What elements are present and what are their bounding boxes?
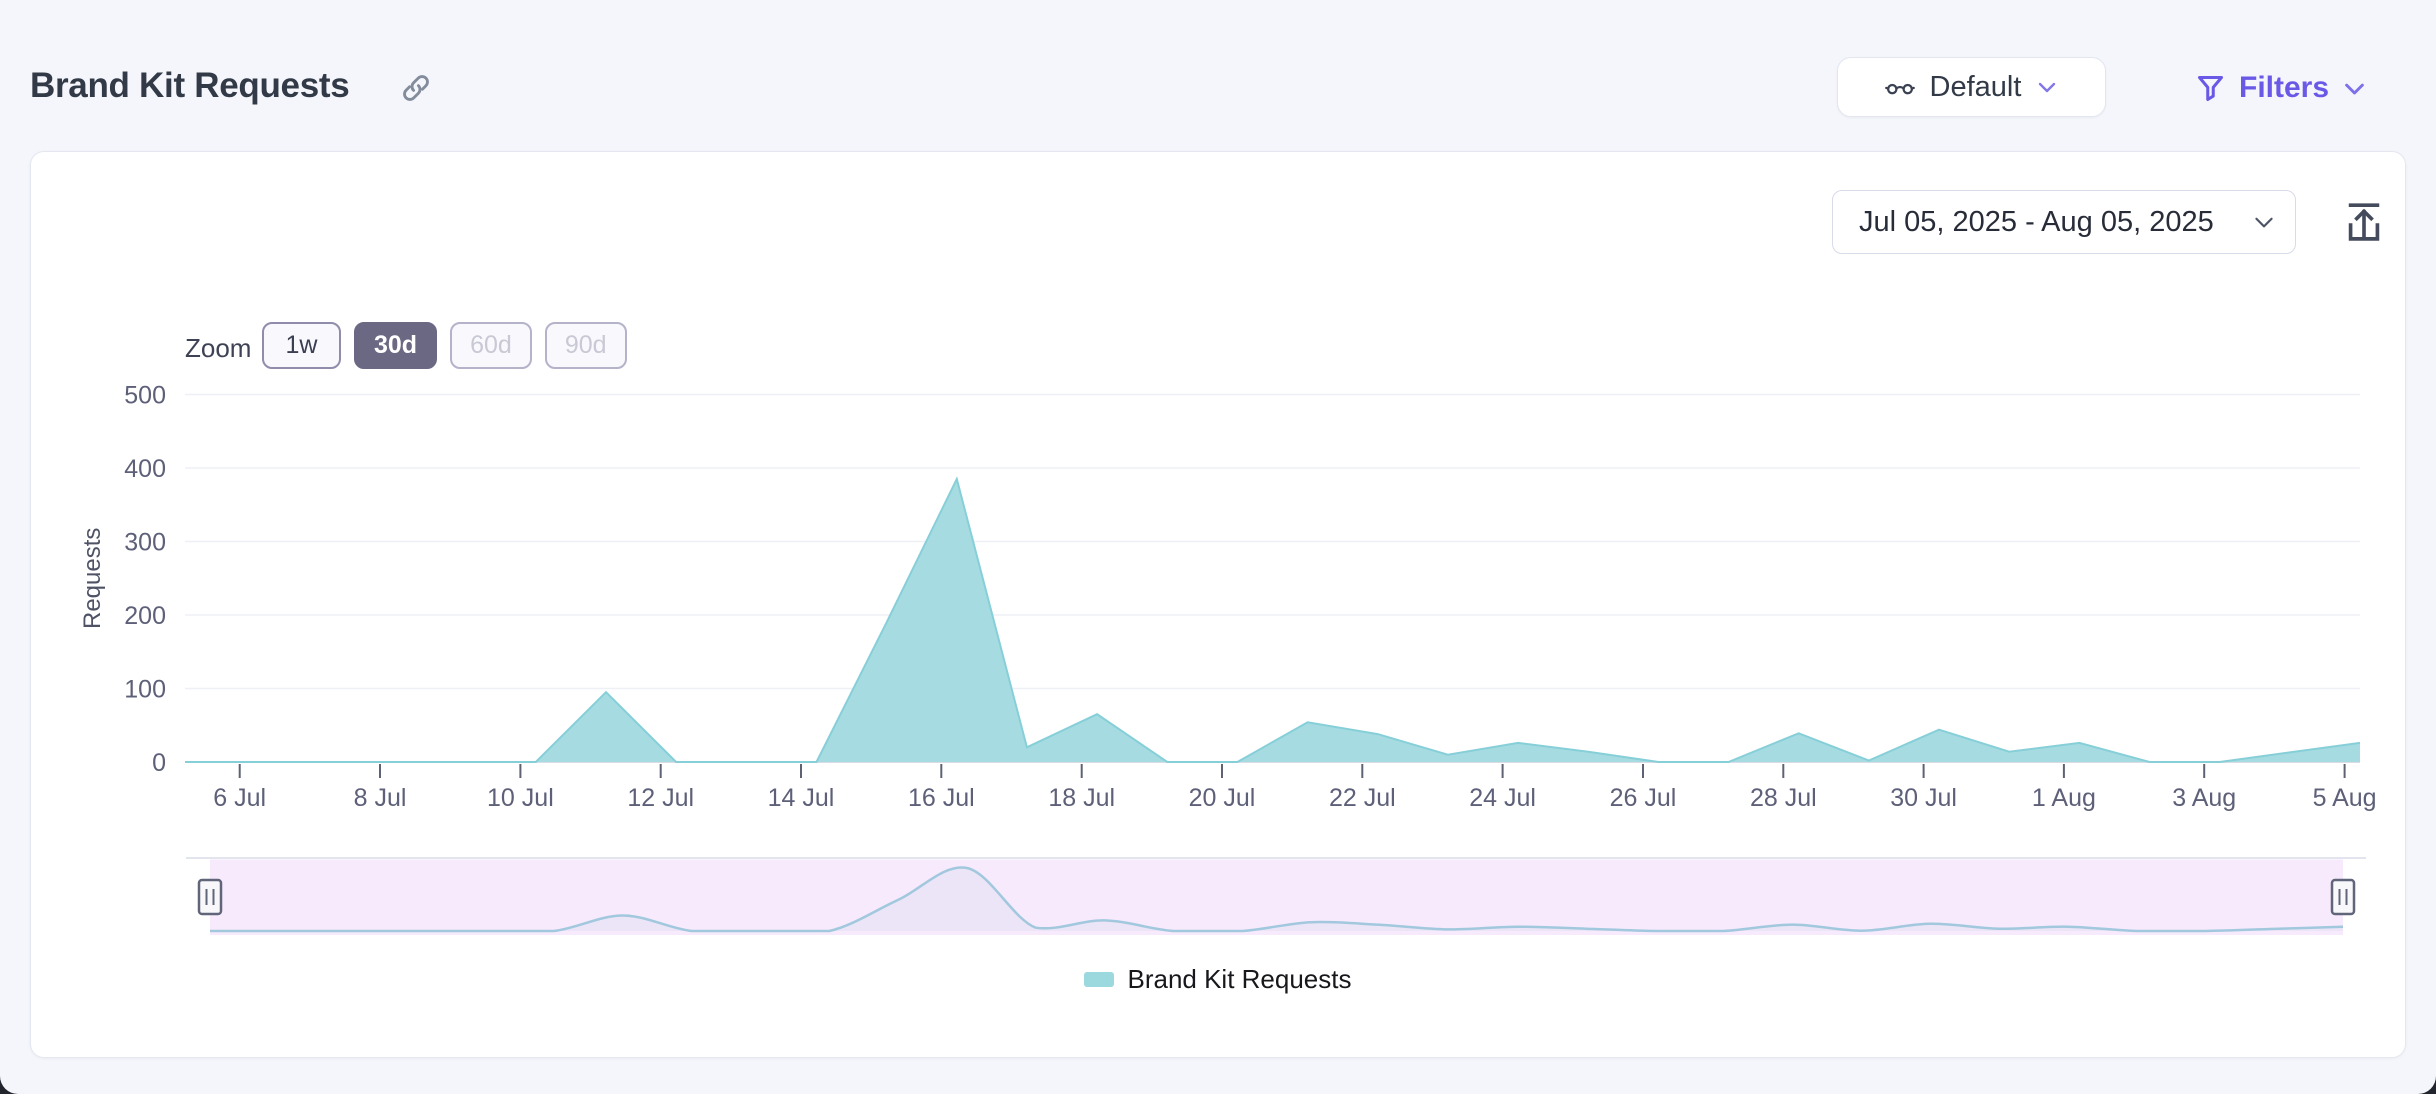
y-axis-tick-label: 200 [124, 602, 166, 630]
funnel-icon [2197, 75, 2224, 101]
y-axis-tick-label: 300 [124, 529, 166, 557]
area-series-fill [185, 479, 2360, 762]
x-axis-tick-label: 6 Jul [213, 784, 266, 812]
y-axis-tick-label: 400 [124, 455, 166, 483]
y-axis-tick-label: 0 [152, 749, 166, 777]
chevron-down-icon [2345, 83, 2364, 94]
x-axis-tick-label: 18 Jul [1048, 784, 1115, 812]
filters-label: Filters [2239, 71, 2330, 104]
export-icon [2348, 203, 2380, 241]
x-axis-tick-label: 24 Jul [1469, 784, 1536, 812]
link-icon [403, 75, 429, 101]
y-axis-title: Requests [79, 528, 106, 629]
zoom-option-60d: 60d [450, 322, 532, 369]
chevron-down-icon [2039, 82, 2056, 93]
x-axis-tick-label: 3 Aug [2172, 784, 2236, 812]
copy-link-button[interactable] [398, 70, 434, 106]
chevron-down-icon [2255, 217, 2273, 228]
export-button[interactable] [2338, 196, 2390, 248]
zoom-label: Zoom [185, 333, 252, 363]
navigator-handle-left[interactable] [197, 878, 223, 916]
x-axis-tick-label: 14 Jul [768, 784, 835, 812]
legend-swatch [1084, 972, 1115, 987]
x-axis-tick-label: 20 Jul [1189, 784, 1256, 812]
y-axis-tick-label: 500 [124, 382, 166, 410]
zoom-option-30d[interactable]: 30d [354, 322, 438, 369]
x-axis-tick-label: 22 Jul [1329, 784, 1396, 812]
view-selector-label: Default [1929, 70, 2022, 103]
zoom-buttons: 1w 30d 60d 90d [262, 322, 627, 369]
navigator-series-line [210, 866, 2344, 933]
filters-button[interactable]: Filters [2194, 60, 2368, 116]
view-selector-button[interactable]: Default [1837, 57, 2106, 117]
x-axis-tick-label: 16 Jul [908, 784, 975, 812]
y-axis-tick-label: 100 [124, 676, 166, 704]
x-axis-tick-label: 1 Aug [2032, 784, 2096, 812]
x-axis-tick-label: 28 Jul [1750, 784, 1817, 812]
x-axis-tick-label: 26 Jul [1610, 784, 1677, 812]
date-range-value: Jul 05, 2025 - Aug 05, 2025 [1859, 205, 2214, 238]
legend-item[interactable]: Brand Kit Requests [0, 964, 2436, 995]
legend-label: Brand Kit Requests [1127, 964, 1352, 994]
navigator-selected-range[interactable] [210, 859, 2343, 936]
x-axis-tick-label: 5 Aug [2313, 784, 2377, 812]
zoom-option-1w[interactable]: 1w [262, 322, 341, 369]
page-title: Brand Kit Requests [30, 66, 350, 105]
x-axis-tick-label: 8 Jul [354, 784, 407, 812]
x-axis-tick-label: 30 Jul [1890, 784, 1957, 812]
navigator-handle-right[interactable] [2330, 878, 2356, 916]
glasses-icon [1884, 83, 1915, 95]
area-series-line [185, 476, 2361, 763]
date-range-selector[interactable]: Jul 05, 2025 - Aug 05, 2025 [1832, 190, 2296, 254]
zoom-option-90d: 90d [544, 322, 627, 369]
x-axis-tick-label: 10 Jul [487, 784, 554, 812]
x-axis-tick-label: 12 Jul [627, 784, 694, 812]
